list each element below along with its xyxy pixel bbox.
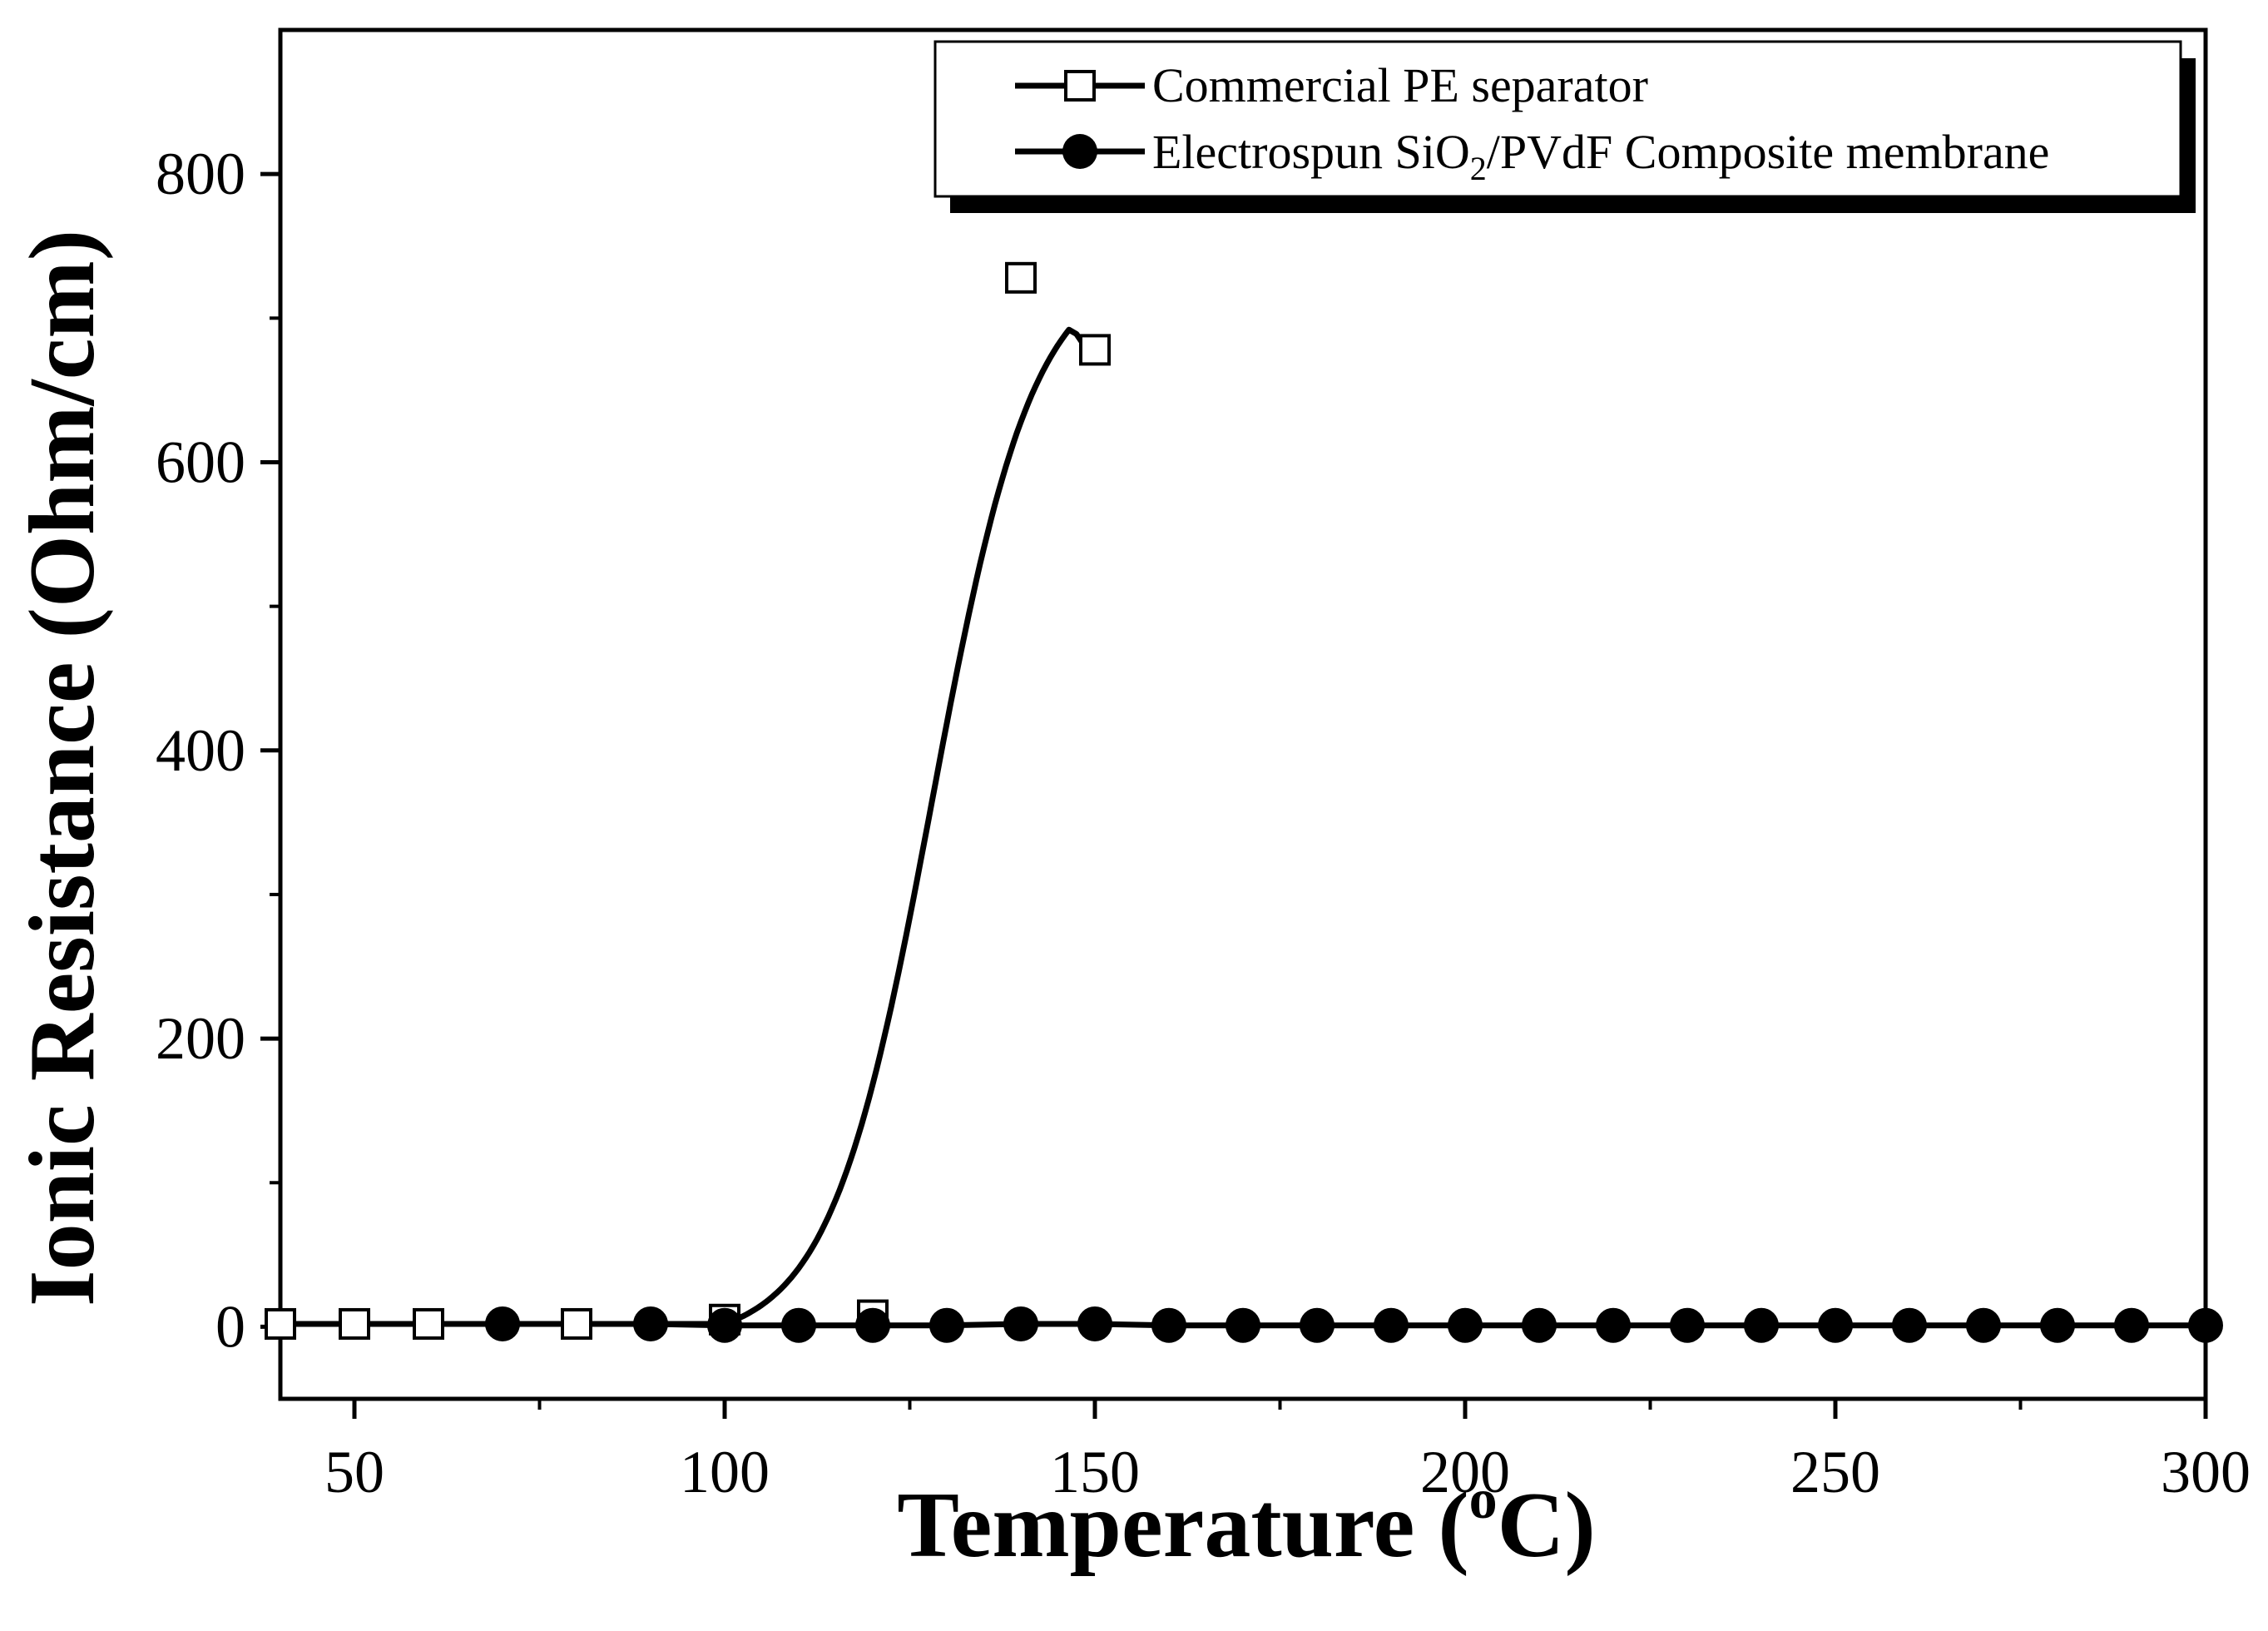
y-tick-label: 200 [156,1005,245,1072]
composite-membrane-line [503,1321,2206,1329]
x-axis-title-main: Temperature ( [897,1474,1468,1577]
x-tick-label: 300 [2161,1439,2251,1505]
composite-point [2114,1307,2149,1343]
composite-point [707,1307,742,1343]
composite-point [2188,1307,2223,1343]
composite-point [1892,1307,1927,1343]
legend-label-composite-part1: Electrospun SiO [1152,125,1470,179]
composite-point [633,1306,668,1341]
x-axis-title-superscript: o [1469,1467,1498,1530]
x-tick-label: 150 [1050,1439,1140,1505]
composite-point [1670,1307,1705,1343]
x-tick-label: 250 [1790,1439,1880,1505]
legend-label-composite-part2: /PVdF Composite membrane [1487,125,2050,179]
pe-point [413,1307,444,1340]
x-minor-ticks [537,1399,2023,1410]
composite-point [781,1307,816,1343]
legend-box [933,40,2182,198]
y-tick-label: 800 [156,141,245,207]
composite-point [1744,1307,1779,1343]
pe-point [1005,261,1037,294]
legend-label-composite-subscript: 2 [1470,150,1487,187]
composite-point [1448,1307,1483,1343]
composite-point [485,1306,520,1341]
legend: Commercial PE separator Electrospun SiO2… [933,40,2196,213]
x-tick-label: 100 [680,1439,770,1505]
pe-point [339,1307,370,1340]
composite-point [1522,1307,1557,1343]
composite-point [929,1307,964,1343]
composite-point [1151,1307,1186,1343]
composite-line-path [503,1321,2206,1329]
composite-point [1818,1307,1853,1343]
x-axis-title: Temperature (oC) [897,1467,1596,1577]
pe-point [1079,334,1111,366]
x-axis-ticks: 50 100 150 200 250 300 [324,1399,2251,1505]
y-tick-label: 400 [156,717,245,784]
composite-membrane-markers [485,1306,2223,1343]
pe-point [561,1307,592,1340]
composite-point [1226,1307,1260,1343]
plot-area-frame [278,27,2208,1401]
x-axis-title-suffix: C) [1498,1474,1596,1577]
composite-point [1966,1307,2001,1343]
legend-marker-open-square [1064,70,1096,102]
y-axis-title: Ionic Resistance (Ohm/cm) [11,230,114,1306]
x-tick-label: 50 [324,1439,384,1505]
y-tick-label: 0 [215,1293,245,1360]
composite-point [1077,1306,1112,1341]
x-tick-label: 200 [1420,1439,1510,1505]
legend-entry-composite-membrane: Electrospun SiO2/PVdF Composite membrane [1015,125,2049,187]
composite-point [1596,1307,1631,1343]
composite-point [1003,1306,1038,1341]
y-axis-ticks: 0 200 400 600 800 [156,141,280,1360]
composite-point [1374,1307,1409,1343]
legend-label-pe: Commercial PE separator [1152,58,1648,112]
legend-entry-pe-separator: Commercial PE separator [1015,58,1648,112]
pe-point [265,1307,296,1340]
composite-point [855,1307,890,1343]
composite-point [2040,1307,2075,1343]
y-tick-label: 600 [156,429,245,495]
legend-label-composite: Electrospun SiO2/PVdF Composite membrane [1152,125,2049,187]
legend-marker-filled-circle [1062,134,1097,169]
composite-point [1300,1307,1335,1343]
y-minor-ticks [270,316,280,1185]
